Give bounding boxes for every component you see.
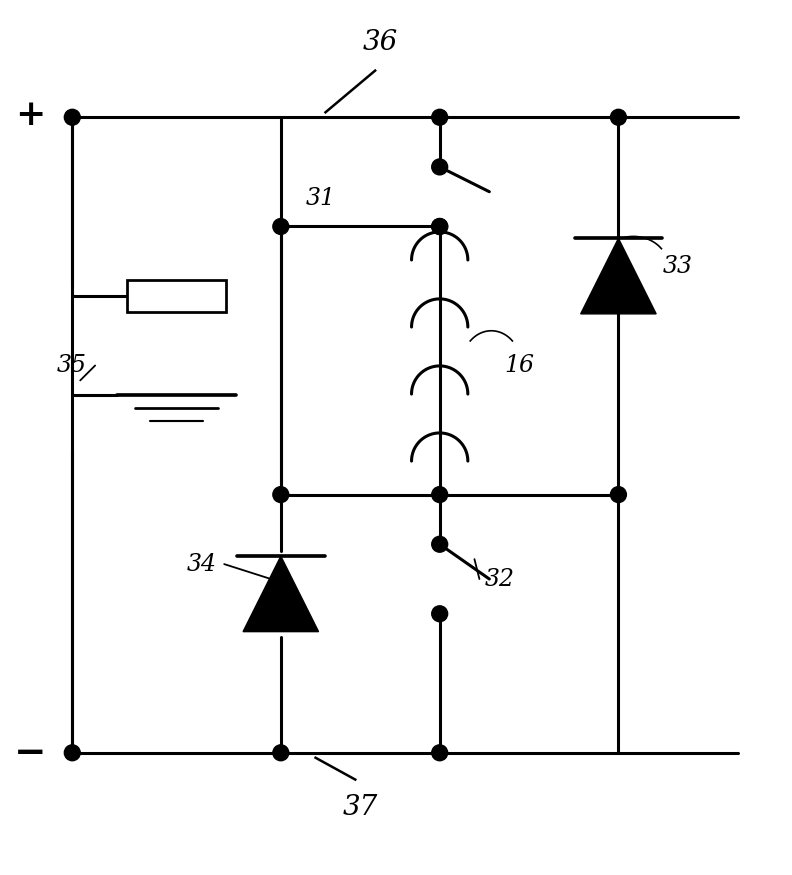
Text: 32: 32 <box>485 568 514 591</box>
Circle shape <box>273 219 289 234</box>
Text: 16: 16 <box>505 354 535 377</box>
Circle shape <box>432 606 447 622</box>
Text: +: + <box>15 98 46 132</box>
Text: −: − <box>14 734 47 772</box>
Circle shape <box>432 536 447 552</box>
Circle shape <box>611 487 626 502</box>
Text: 35: 35 <box>57 354 87 377</box>
Circle shape <box>273 487 289 502</box>
Circle shape <box>432 219 447 234</box>
Circle shape <box>611 109 626 125</box>
Circle shape <box>64 109 80 125</box>
Circle shape <box>432 487 447 502</box>
Circle shape <box>432 159 447 175</box>
Circle shape <box>432 219 447 234</box>
FancyBboxPatch shape <box>127 280 227 312</box>
Text: 37: 37 <box>343 794 378 821</box>
Polygon shape <box>243 556 318 632</box>
Text: 36: 36 <box>363 29 398 56</box>
Text: 34: 34 <box>186 553 216 576</box>
Circle shape <box>432 109 447 125</box>
Text: 31: 31 <box>306 187 336 210</box>
Text: 33: 33 <box>663 255 693 277</box>
Circle shape <box>432 745 447 760</box>
Circle shape <box>64 745 80 760</box>
Circle shape <box>273 745 289 760</box>
Polygon shape <box>581 238 656 314</box>
